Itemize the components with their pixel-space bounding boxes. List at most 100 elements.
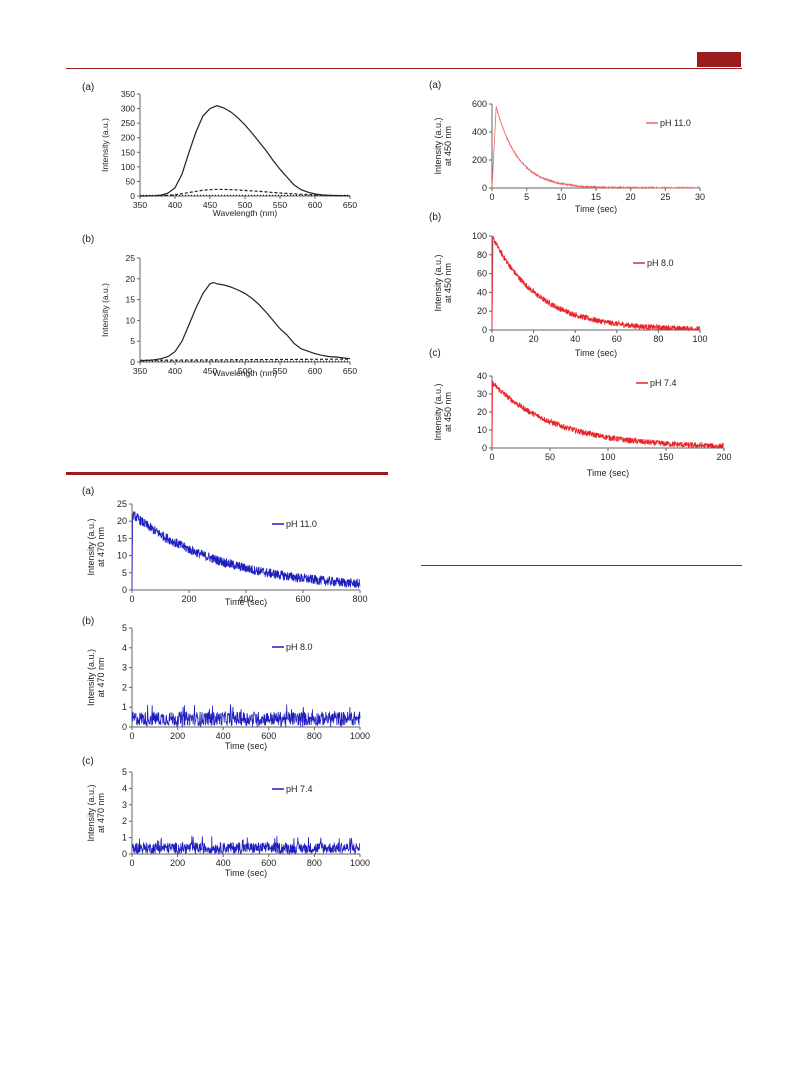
y-tick-label: 200 — [472, 155, 487, 165]
decay-chart-450nm-ph74: (c) 0 10 20 30 40 0 50 100 150 200 Time (sec) Intens… — [429, 348, 732, 478]
decay-chart-450nm-ph8: (b) 0 20 40 60 80 100 0 20 40 60 80 100 Time (sec) Int… — [429, 212, 708, 358]
y-tick-label: 40 — [477, 371, 487, 381]
emission-spectrum-chart-a: (a) 0 50 100 150 200 250 300 350 350 400 450 500 550 6… — [82, 82, 357, 218]
y-axis-label: Intensity (a.u.) — [433, 383, 443, 440]
x-axis-label: Time (sec) — [587, 468, 629, 478]
x-tick-label: 100 — [692, 334, 707, 344]
y-axis-label: Intensity (a.u.) — [86, 784, 96, 841]
x-tick-label: 500 — [238, 200, 252, 210]
x-tick-label: 650 — [343, 200, 357, 210]
y-tick-label: 40 — [477, 287, 487, 297]
panel-label: (a) — [429, 80, 441, 91]
x-tick-label: 450 — [203, 200, 217, 210]
x-tick-label: 600 — [261, 858, 276, 868]
y-tick-label: 0 — [482, 183, 487, 193]
x-tick-label: 10 — [556, 192, 566, 202]
panel-label: (a) — [82, 486, 94, 497]
y-tick-label: 1 — [122, 702, 127, 712]
y-axis-label: Intensity (a.u.) — [433, 117, 443, 174]
y-tick-label: 600 — [472, 99, 487, 109]
x-tick-label: 20 — [529, 334, 539, 344]
y-tick-label: 300 — [121, 104, 135, 114]
y-tick-label: 20 — [126, 274, 136, 284]
x-tick-label: 1000 — [350, 858, 370, 868]
series-line — [131, 704, 361, 728]
y-tick-label: 25 — [117, 499, 127, 509]
y-tick-label: 50 — [126, 176, 136, 186]
y-axis-label: at 470 nm — [96, 657, 106, 697]
y-axis-label: Intensity (a.u.) — [100, 118, 110, 172]
series-line — [140, 105, 351, 197]
x-tick-label: 100 — [600, 452, 615, 462]
y-tick-label: 25 — [126, 253, 136, 263]
x-tick-label: 600 — [295, 594, 310, 604]
panel-label: (c) — [429, 348, 441, 359]
series-line — [139, 188, 351, 197]
y-tick-label: 0 — [122, 585, 127, 595]
panel-label: (c) — [82, 756, 94, 767]
x-tick-label: 450 — [203, 366, 217, 376]
y-tick-label: 5 — [122, 623, 127, 633]
x-tick-label: 800 — [307, 731, 322, 741]
y-axis-label: at 450 nm — [443, 126, 453, 166]
x-tick-label: 600 — [308, 366, 322, 376]
x-axis-label: Time (sec) — [575, 204, 617, 214]
y-tick-label: 15 — [117, 533, 127, 543]
y-tick-label: 150 — [121, 147, 135, 157]
legend-label: pH 8.0 — [286, 642, 313, 652]
y-tick-label: 0 — [130, 357, 135, 367]
x-tick-label: 150 — [658, 452, 673, 462]
decay-chart-470nm-ph8: (b) 0 1 2 3 4 5 0 200 400 600 800 1000 Time (sec) Inte… — [82, 616, 370, 751]
section-divider — [66, 472, 388, 475]
y-tick-label: 10 — [117, 551, 127, 561]
y-tick-label: 400 — [472, 127, 487, 137]
series-line — [131, 835, 361, 856]
x-axis-label: Wavelength (nm) — [213, 368, 278, 378]
x-tick-label: 200 — [170, 858, 185, 868]
y-axis-label: Intensity (a.u.) — [100, 283, 110, 337]
x-tick-label: 200 — [181, 594, 196, 604]
x-tick-label: 800 — [352, 594, 367, 604]
x-axis-label: Time (sec) — [225, 741, 267, 751]
y-tick-label: 10 — [126, 315, 136, 325]
panel-label: (b) — [82, 616, 94, 627]
decay-chart-450nm-ph11: (a) 0 200 400 600 0 5 10 15 20 25 30 Time (sec) Inten… — [429, 80, 705, 214]
header-rule — [66, 68, 742, 69]
y-tick-label: 3 — [122, 800, 127, 810]
x-tick-label: 50 — [545, 452, 555, 462]
legend-label: pH 7.4 — [650, 378, 677, 388]
y-tick-label: 0 — [122, 849, 127, 859]
decay-chart-470nm-ph11: (a) 0 5 10 15 20 25 0 200 400 600 800 Time (sec) Inte… — [82, 486, 368, 607]
x-tick-label: 400 — [168, 200, 182, 210]
y-tick-label: 250 — [121, 118, 135, 128]
x-tick-label: 350 — [133, 366, 147, 376]
y-axis-label: at 470 nm — [96, 527, 106, 567]
y-tick-label: 350 — [121, 89, 135, 99]
legend-label: pH 11.0 — [286, 519, 317, 529]
y-tick-label: 10 — [477, 425, 487, 435]
y-axis-label: Intensity (a.u.) — [86, 518, 96, 575]
decay-chart-470nm-ph74: (c) 0 1 2 3 4 5 0 200 400 600 800 1000 Time (sec) Inte… — [82, 756, 370, 878]
x-tick-label: 0 — [489, 192, 494, 202]
panel-label: (b) — [82, 234, 94, 245]
x-tick-label: 5 — [524, 192, 529, 202]
x-axis-label: Time (sec) — [225, 868, 267, 878]
y-tick-label: 30 — [477, 389, 487, 399]
y-tick-label: 20 — [477, 306, 487, 316]
x-tick-label: 0 — [129, 594, 134, 604]
x-tick-label: 1000 — [350, 731, 370, 741]
y-tick-label: 2 — [122, 816, 127, 826]
y-tick-label: 100 — [121, 162, 135, 172]
x-tick-label: 550 — [273, 200, 287, 210]
x-tick-label: 40 — [570, 334, 580, 344]
x-tick-label: 500 — [238, 366, 252, 376]
y-tick-label: 20 — [477, 407, 487, 417]
panel-label: (a) — [82, 82, 94, 93]
y-tick-label: 5 — [122, 568, 127, 578]
y-tick-label: 0 — [482, 443, 487, 453]
x-axis-label: Wavelength (nm) — [213, 208, 278, 218]
x-tick-label: 400 — [216, 731, 231, 741]
legend-label: pH 7.4 — [286, 784, 313, 794]
x-tick-label: 400 — [238, 594, 253, 604]
x-tick-label: 80 — [653, 334, 663, 344]
